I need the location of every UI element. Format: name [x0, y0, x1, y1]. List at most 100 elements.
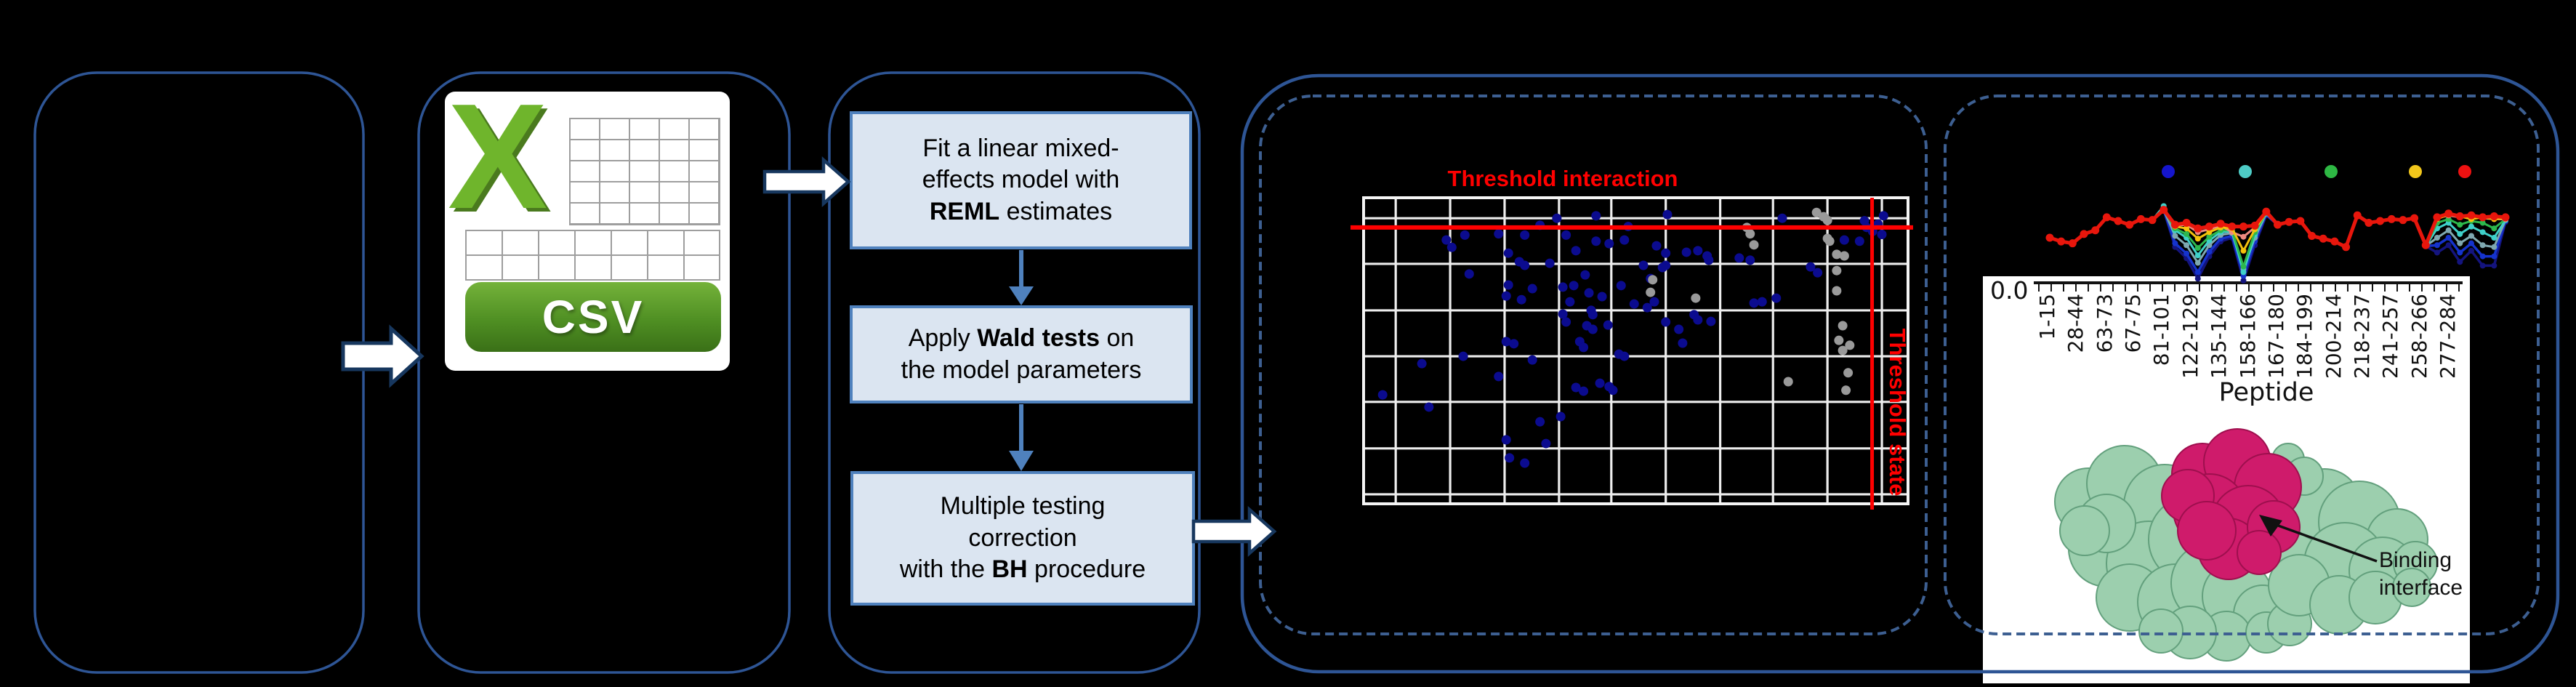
scatter-point-blue	[1706, 316, 1716, 326]
scatter-point-blue	[1651, 241, 1662, 251]
uptake-marker-cyan	[2479, 229, 2486, 236]
peptide-tick-label: 63-73	[2092, 294, 2117, 353]
uptake-marker-red	[2080, 230, 2088, 238]
flow-step-line: Apply Wald tests on	[909, 323, 1135, 355]
peptide-tick-label: 258-266	[2407, 294, 2431, 379]
scatter-point-blue	[1604, 238, 1614, 249]
uptake-marker-blue	[2172, 240, 2178, 246]
scatter-point-blue	[1693, 246, 1703, 256]
legend-dot-icon	[2409, 165, 2422, 178]
flow-text: on	[1100, 324, 1135, 352]
uptake-marker-navy	[2194, 276, 2201, 282]
legend-dot-icon	[2162, 165, 2175, 178]
scatter-point-blue	[1377, 390, 1388, 400]
scatter-point-blue	[1446, 242, 1457, 252]
uptake-marker-red	[2364, 219, 2373, 228]
uptake-marker-navy	[2445, 242, 2452, 249]
uptake-marker-red	[2399, 216, 2407, 225]
uptake-marker-red	[2319, 234, 2327, 243]
arrow-panel2-to-panel3-icon	[762, 156, 851, 207]
peptide-tick-label: 277-284	[2436, 294, 2460, 379]
scatter-point-blue	[1558, 282, 1568, 292]
peptide-tick-label: 67-75	[2121, 294, 2146, 353]
uptake-marker-navy	[2457, 259, 2463, 265]
scatter-point-blue	[1584, 288, 1594, 298]
uptake-marker-red	[2216, 220, 2225, 228]
uptake-marker-red	[2045, 233, 2054, 242]
protein-structure-image	[2054, 428, 2438, 662]
scatter-point-blue	[1571, 246, 1581, 256]
scatter-point-blue	[1552, 213, 1562, 223]
uptake-marker-cadet	[2434, 235, 2440, 241]
scatter-point-blue	[1494, 229, 1504, 239]
peptide-tick-label: 200-214	[2321, 294, 2346, 379]
scatter-point-blue	[1839, 235, 1849, 245]
uptake-marker-salmon	[2240, 233, 2247, 240]
scatter-point-blue	[1580, 270, 1590, 280]
legend-dot-icon	[2239, 165, 2252, 178]
scatter-point-blue	[1777, 213, 1787, 223]
scatter-point-blue	[1595, 378, 1605, 388]
binding-interface-label: Binding interface	[2379, 548, 2463, 600]
scatter-point-blue	[1591, 236, 1601, 246]
uptake-marker-blue	[2183, 250, 2190, 257]
uptake-marker-cyan	[2194, 252, 2201, 259]
peptide-uptake-line-chart	[2045, 165, 2510, 284]
scatter-point-blue	[1424, 402, 1434, 412]
peptide-figure-panel: 0.0 1-15 28-44 63-73 67-75 81-101 122-129 135-…	[1983, 276, 2470, 683]
scatter-point-blue	[1458, 351, 1468, 361]
flow-text: correction	[968, 523, 1077, 552]
peptide-tick-label: 184-199	[2293, 294, 2317, 379]
scatter-point-gray	[1822, 215, 1832, 225]
scatter-point-blue	[1877, 230, 1887, 240]
uptake-marker-red	[2467, 211, 2476, 220]
legend-dot-icon	[2325, 165, 2338, 178]
peptide-tick-label: 167-180	[2263, 294, 2288, 379]
uptake-marker-cadet	[2172, 233, 2178, 239]
peptide-tick-label: 158-166	[2235, 294, 2260, 379]
uptake-marker-cadet	[2183, 242, 2190, 249]
uptake-marker-green	[2240, 263, 2247, 270]
uptake-marker-cadet	[2479, 242, 2486, 249]
uptake-marker-red	[2102, 213, 2111, 222]
flow-arrow-1-stem	[1019, 250, 1023, 288]
uptake-marker-navy	[2491, 262, 2497, 269]
scatter-point-blue	[1616, 281, 1626, 291]
scatter-point-gray	[1646, 287, 1656, 297]
panel-1-border	[33, 71, 365, 674]
scatter-point-blue	[1555, 411, 1566, 422]
peptide-tick-label: 241-257	[2378, 294, 2403, 379]
flow-step-line: Fit a linear mixed-	[922, 133, 1119, 165]
uptake-marker-green	[2194, 245, 2201, 252]
scatter-point-blue	[1464, 269, 1474, 279]
scatter-point-blue	[1649, 297, 1659, 307]
scatter-point-blue	[1520, 260, 1530, 270]
flow-bold-term: REML	[929, 197, 1000, 225]
threshold-scatter-chart: Threshold interaction Threshold state	[1351, 166, 1913, 510]
flow-text: the model parameters	[901, 355, 1142, 384]
uptake-marker-red	[2114, 217, 2122, 225]
scatter-point-gray	[1691, 293, 1701, 303]
flow-text: Multiple testing	[940, 492, 1106, 521]
scatter-point-blue	[1619, 235, 1630, 245]
uptake-marker-red	[2490, 212, 2498, 221]
scatter-point-blue	[1535, 417, 1545, 427]
flow-step-line: the model parameters	[901, 355, 1142, 387]
uptake-marker-red	[2228, 222, 2237, 231]
uptake-marker-red	[2376, 217, 2385, 225]
scatter-point-gray	[1843, 368, 1853, 378]
uptake-marker-red	[2444, 209, 2453, 218]
scatter-point-blue	[1501, 291, 1511, 301]
protein-magenta-blob	[2237, 530, 2282, 575]
uptake-marker-cyan	[2491, 235, 2497, 241]
flow-text: Fit a linear mixed-	[922, 134, 1119, 162]
uptake-marker-green	[2457, 222, 2463, 228]
scatter-point-blue	[1494, 371, 1504, 382]
uptake-marker-red	[2239, 222, 2247, 231]
flow-text: with the	[899, 555, 992, 584]
uptake-marker-blue	[2468, 240, 2474, 246]
uptake-marker-red	[2410, 214, 2419, 222]
scatter-point-blue	[1674, 324, 1684, 334]
flow-step-bh-box: Multiple testing correction with the BH pr…	[850, 471, 1195, 606]
